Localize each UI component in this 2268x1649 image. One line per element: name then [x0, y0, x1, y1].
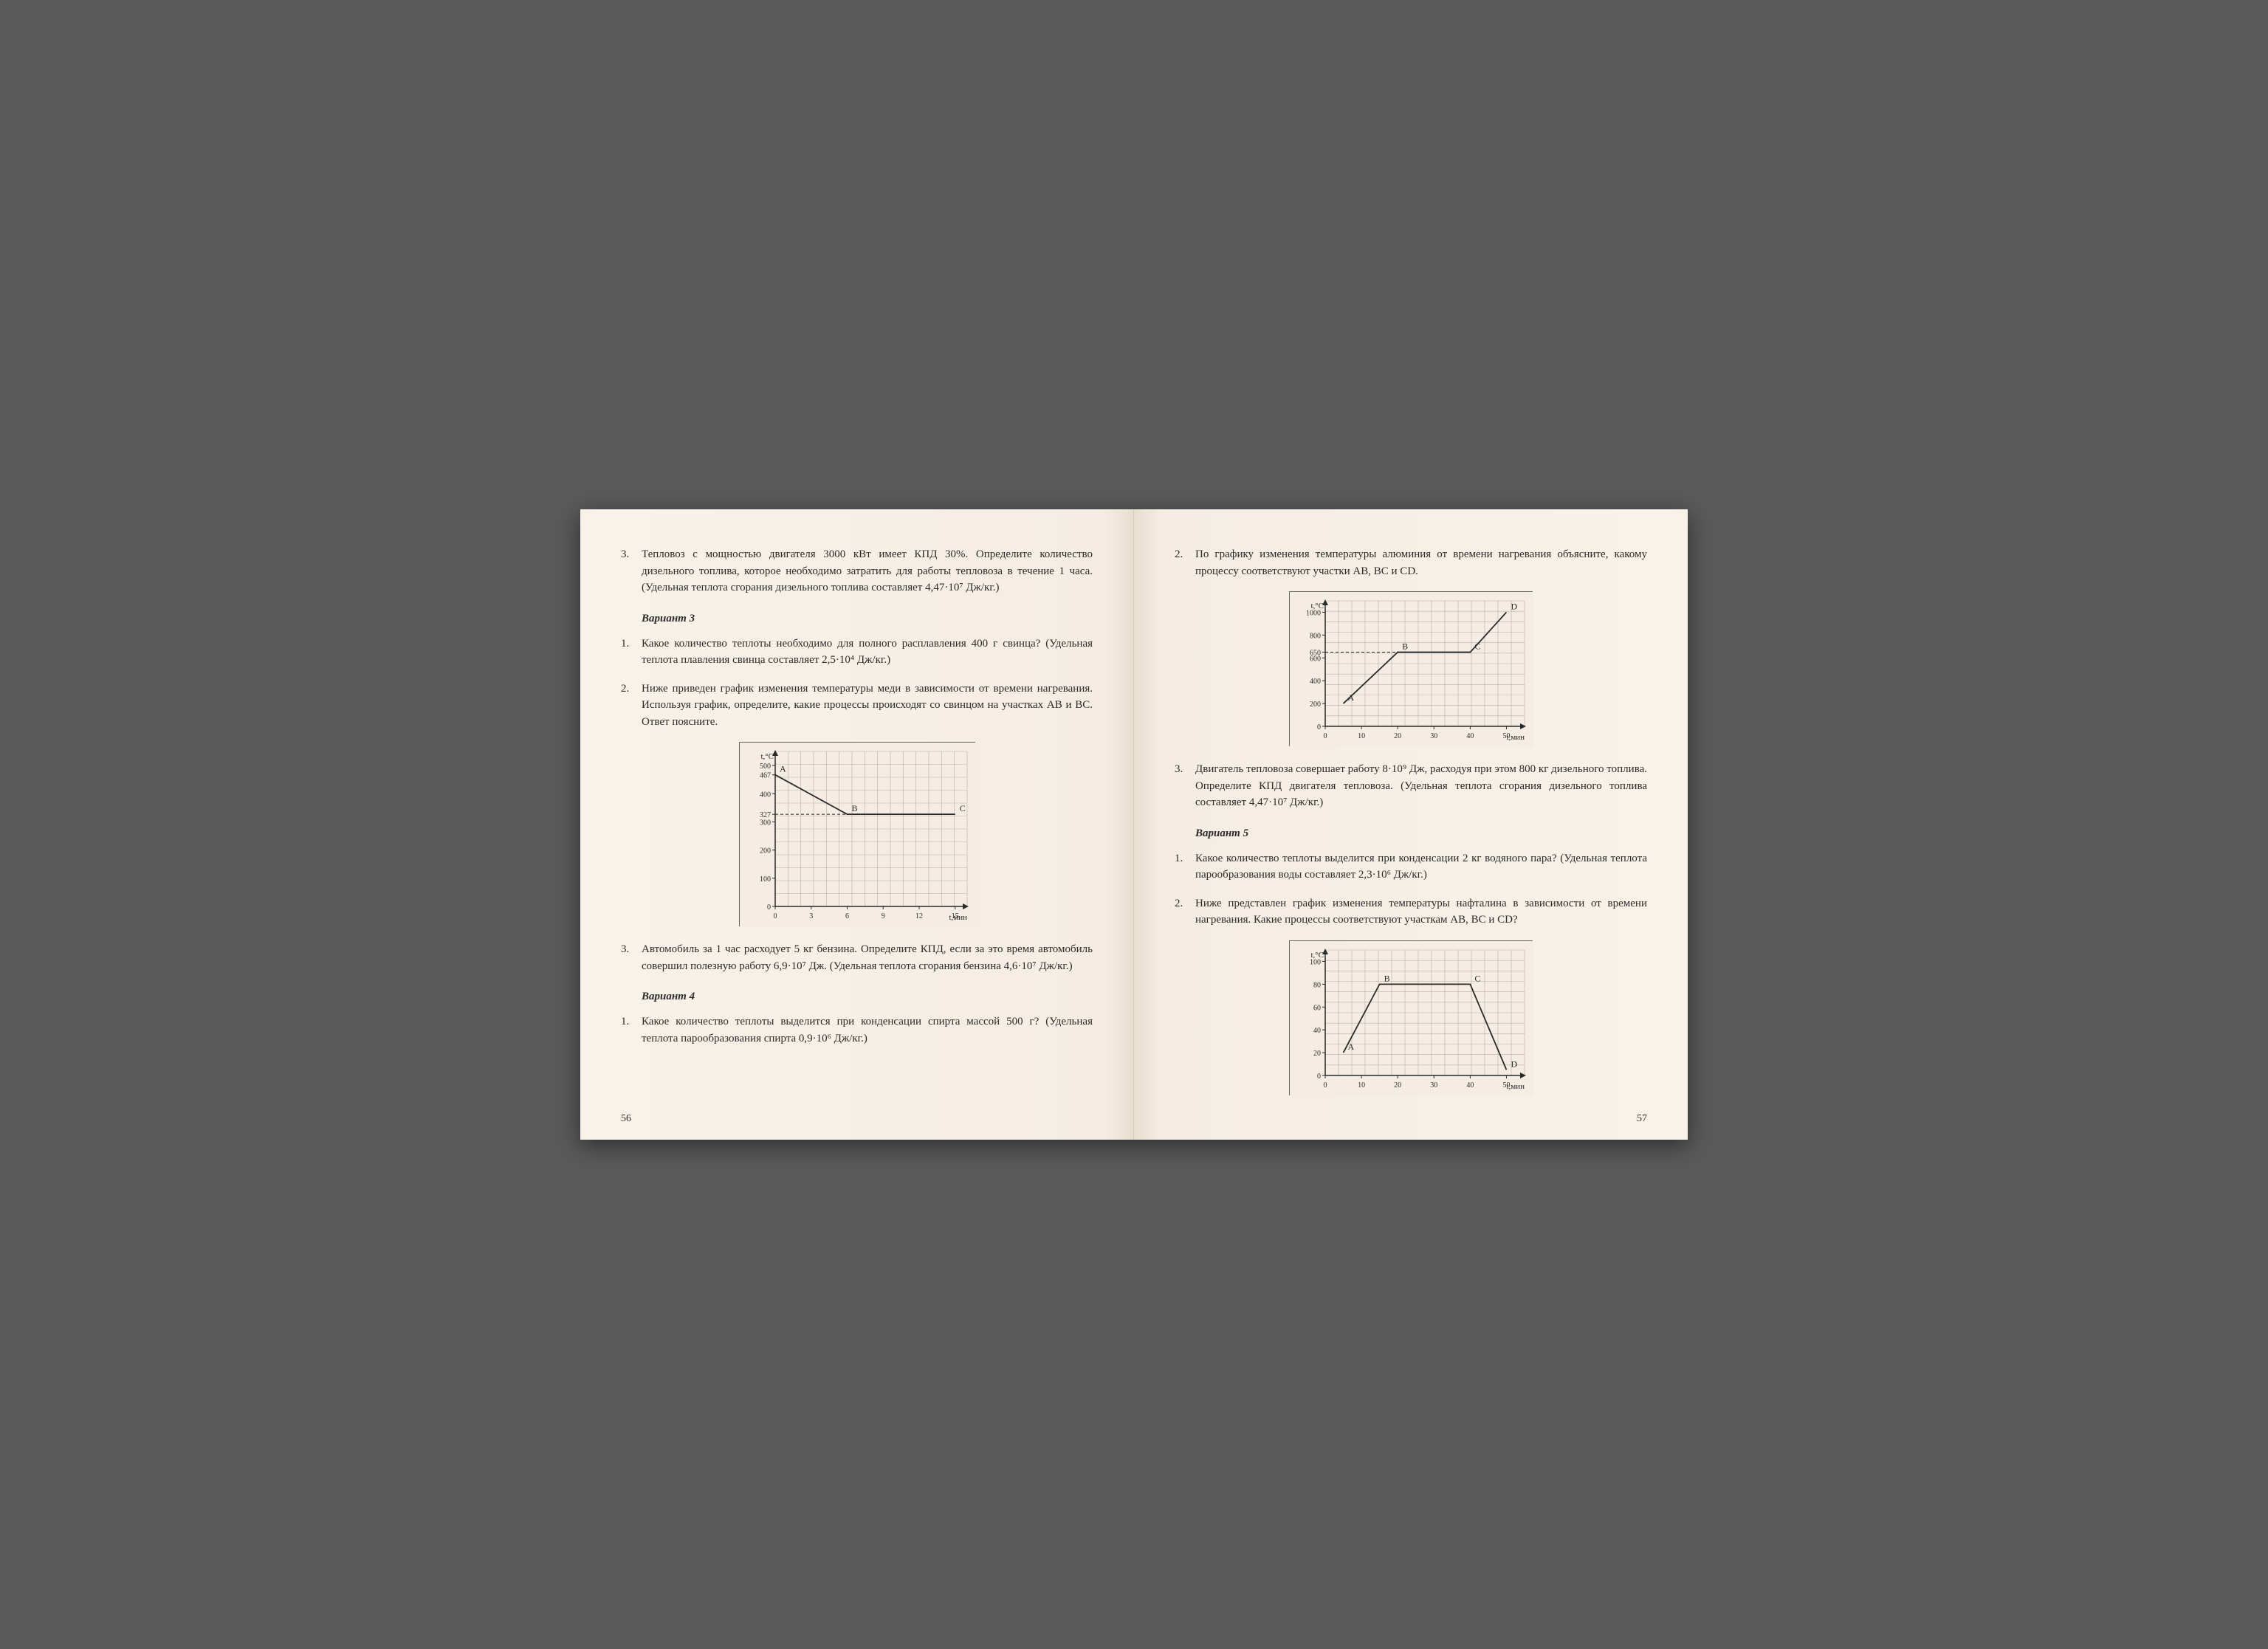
svg-text:B: B: [1384, 973, 1390, 983]
chart-1: t,°Ct,мин500467400327300200100003691215A…: [739, 742, 975, 926]
svg-text:40: 40: [1466, 732, 1474, 740]
svg-text:D: D: [1511, 1058, 1517, 1069]
svg-text:B: B: [851, 803, 857, 813]
chart-2-container: t,°Ct,мин1000800650600400200001020304050…: [1175, 591, 1647, 746]
variant-5-title: Вариант 5: [1195, 827, 1647, 840]
problems-group: 1.Какое количество теплоты выделится при…: [621, 1013, 1093, 1047]
problem-text: Двигатель тепловоза совершает работу 8·1…: [1195, 761, 1647, 811]
problem-number: 3.: [621, 941, 642, 974]
svg-text:300: 300: [760, 819, 771, 827]
svg-text:100: 100: [760, 875, 771, 884]
problem: 3.Автомобиль за 1 час расходует 5 кг бен…: [621, 941, 1093, 974]
problem: 1.Какое количество теплоты выделится при…: [1175, 850, 1647, 884]
svg-text:C: C: [1474, 641, 1480, 652]
problem-number: 1.: [1175, 850, 1195, 884]
page-right: 2.По графику изменения температуры алюми…: [1134, 509, 1688, 1140]
svg-text:A: A: [1348, 1042, 1355, 1052]
svg-text:40: 40: [1466, 1081, 1474, 1089]
chart-3: t,°Ct,мин10080604020001020304050ABCD: [1289, 940, 1533, 1095]
svg-text:60: 60: [1313, 1004, 1321, 1012]
problem-text: Какое количество теплоты выделится при к…: [1195, 850, 1647, 884]
svg-text:467: 467: [760, 772, 771, 780]
svg-text:0: 0: [1324, 1081, 1327, 1089]
svg-text:20: 20: [1394, 1081, 1401, 1089]
problem: 3.Тепловоз с мощностью двигателя 3000 кВ…: [621, 546, 1093, 596]
problem: 2.Ниже приведен график изменения темпера…: [621, 681, 1093, 731]
svg-text:40: 40: [1313, 1027, 1321, 1035]
problem-number: 1.: [621, 636, 642, 669]
svg-text:A: A: [780, 764, 786, 774]
problems-group: 3.Тепловоз с мощностью двигателя 3000 кВ…: [621, 546, 1093, 596]
svg-text:15: 15: [951, 912, 958, 920]
problem-text: Тепловоз с мощностью двигателя 3000 кВт …: [642, 546, 1093, 596]
svg-text:600: 600: [1310, 655, 1321, 664]
svg-text:0: 0: [1317, 1073, 1321, 1081]
problem: 2.По графику изменения температуры алюми…: [1175, 546, 1647, 579]
svg-text:800: 800: [1310, 633, 1321, 641]
problem-number: 2.: [1175, 546, 1195, 579]
chart-3-container: t,°Ct,мин10080604020001020304050ABCD: [1175, 940, 1647, 1095]
svg-text:500: 500: [760, 762, 771, 771]
problem-text: Какое количество теплоты необходимо для …: [642, 636, 1093, 669]
svg-text:12: 12: [915, 912, 923, 920]
svg-text:1000: 1000: [1306, 610, 1321, 618]
problems-group: 1.Какое количество теплоты выделится при…: [1175, 850, 1647, 929]
svg-text:20: 20: [1394, 732, 1401, 740]
svg-text:10: 10: [1358, 732, 1365, 740]
svg-text:50: 50: [1502, 1081, 1510, 1089]
svg-text:0: 0: [1317, 723, 1321, 731]
svg-text:30: 30: [1430, 732, 1437, 740]
problem-number: 3.: [621, 546, 642, 596]
svg-text:C: C: [1474, 973, 1480, 983]
svg-text:0: 0: [767, 903, 771, 912]
book-spread: 3.Тепловоз с мощностью двигателя 3000 кВ…: [580, 509, 1688, 1140]
problem-number: 2.: [1175, 895, 1195, 929]
problem-number: 2.: [621, 681, 642, 731]
svg-text:D: D: [1511, 602, 1517, 612]
svg-text:80: 80: [1313, 981, 1321, 989]
svg-text:0: 0: [773, 912, 777, 920]
svg-text:10: 10: [1358, 1081, 1365, 1089]
page-left: 3.Тепловоз с мощностью двигателя 3000 кВ…: [580, 509, 1134, 1140]
svg-text:200: 200: [760, 847, 771, 856]
svg-text:6: 6: [845, 912, 849, 920]
problem: 3.Двигатель тепловоза совершает работу 8…: [1175, 761, 1647, 811]
variant-4-title: Вариант 4: [642, 991, 1093, 1003]
chart-1-container: t,°Ct,мин500467400327300200100003691215A…: [621, 742, 1093, 926]
svg-text:9: 9: [881, 912, 884, 920]
svg-text:30: 30: [1430, 1081, 1437, 1089]
problem-text: Ниже представлен график изменения темпер…: [1195, 895, 1647, 929]
problem-number: 1.: [621, 1013, 642, 1047]
svg-text:B: B: [1402, 641, 1408, 652]
problems-group: 1.Какое количество теплоты необходимо дл…: [621, 636, 1093, 731]
svg-text:3: 3: [809, 912, 813, 920]
problems-group: 3.Двигатель тепловоза совершает работу 8…: [1175, 761, 1647, 811]
problem: 1.Какое количество теплоты необходимо дл…: [621, 636, 1093, 669]
svg-text:400: 400: [1310, 678, 1321, 686]
problem-text: Автомобиль за 1 час расходует 5 кг бензи…: [642, 941, 1093, 974]
svg-text:0: 0: [1324, 732, 1327, 740]
problem-text: Какое количество теплоты выделится при к…: [642, 1013, 1093, 1047]
svg-text:100: 100: [1310, 958, 1321, 966]
svg-text:50: 50: [1502, 732, 1510, 740]
problem: 2.Ниже представлен график изменения темп…: [1175, 895, 1647, 929]
problem-number: 3.: [1175, 761, 1195, 811]
problem-text: По графику изменения температуры алюмини…: [1195, 546, 1647, 579]
problem: 1.Какое количество теплоты выделится при…: [621, 1013, 1093, 1047]
svg-text:C: C: [959, 803, 965, 813]
variant-3-title: Вариант 3: [642, 613, 1093, 625]
svg-text:200: 200: [1310, 700, 1321, 709]
chart-2: t,°Ct,мин1000800650600400200001020304050…: [1289, 591, 1533, 746]
svg-text:20: 20: [1313, 1050, 1321, 1058]
svg-text:A: A: [1348, 692, 1355, 703]
problems-group: 3.Автомобиль за 1 час расходует 5 кг бен…: [621, 941, 1093, 974]
svg-text:t,°C: t,°C: [760, 752, 774, 761]
problems-group: 2.По графику изменения температуры алюми…: [1175, 546, 1647, 579]
page-number: 56: [621, 1113, 631, 1125]
svg-text:400: 400: [760, 791, 771, 799]
page-number: 57: [1637, 1113, 1647, 1125]
problem-text: Ниже приведен график изменения температу…: [642, 681, 1093, 731]
